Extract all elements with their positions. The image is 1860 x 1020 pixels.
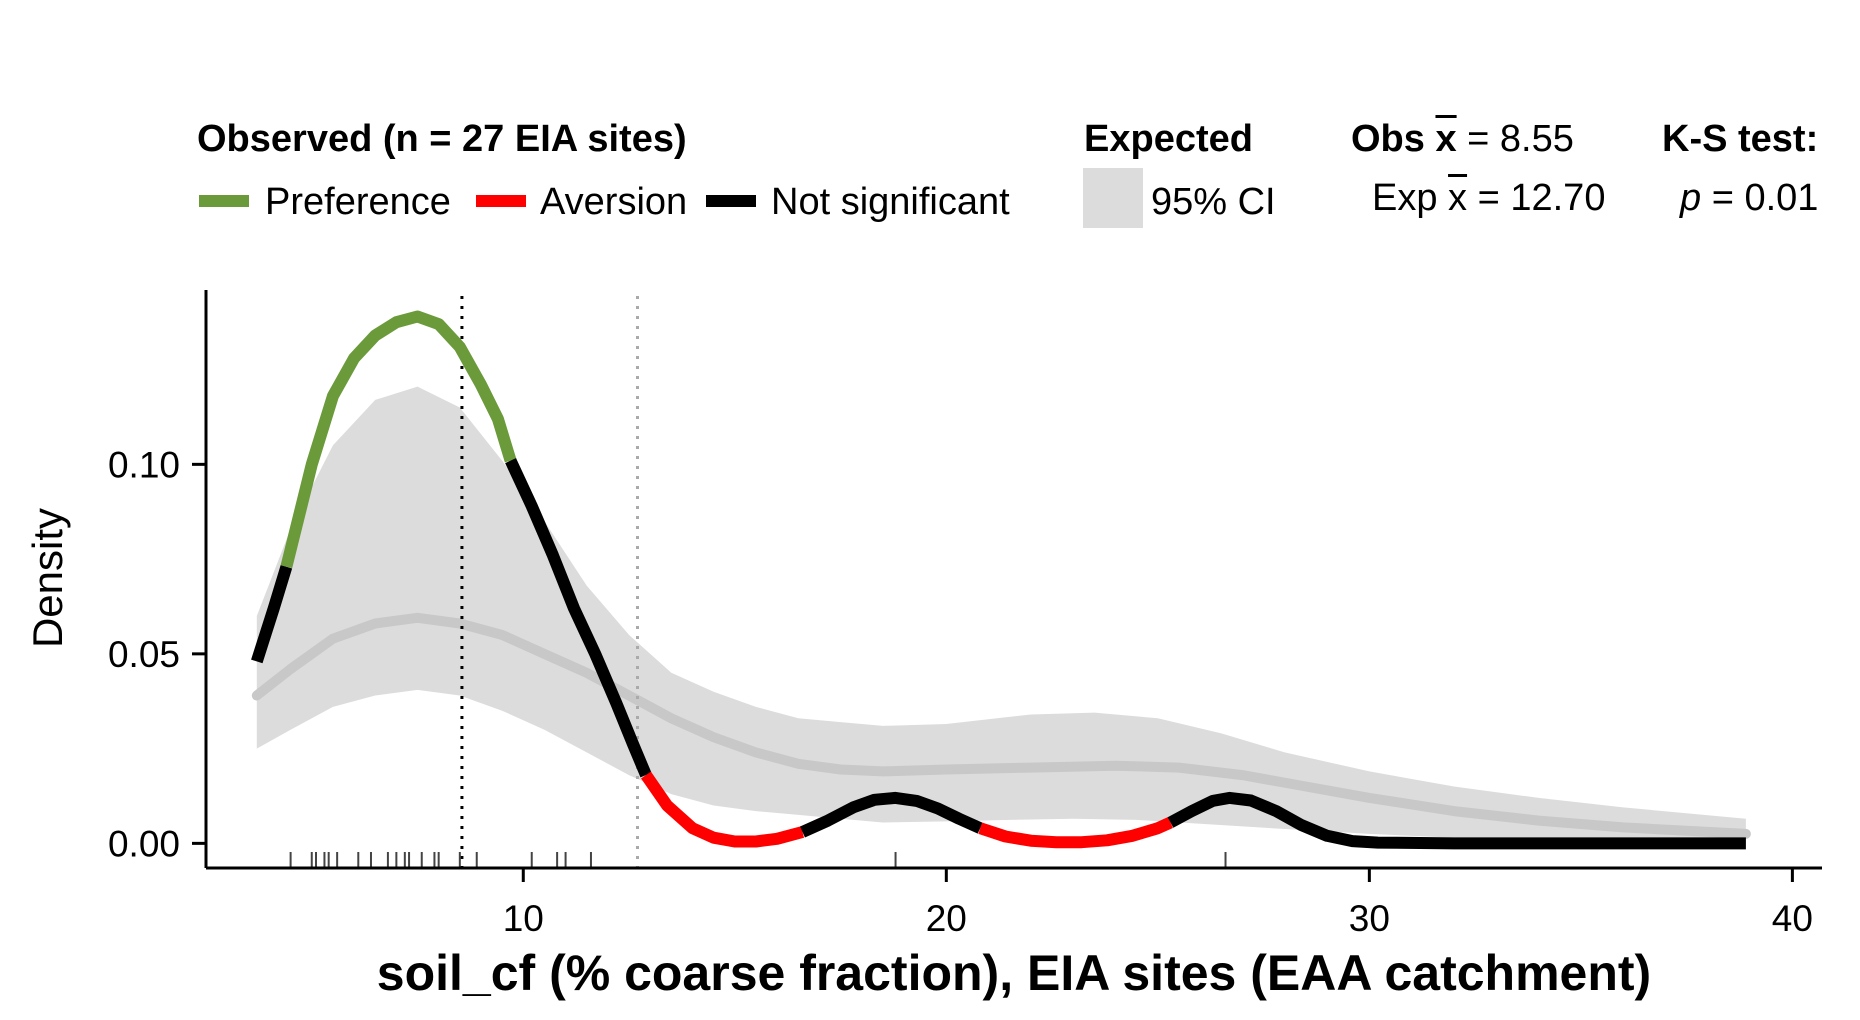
obs-mean-value: = 8.55	[1467, 118, 1574, 160]
legend-ci-label: 95% CI	[1151, 181, 1276, 223]
x-tick-label: 10	[503, 898, 544, 939]
obs-mean-stat: Obs x = 8.55	[1351, 120, 1574, 158]
legend-not-significant-swatch	[706, 195, 756, 207]
x-tick-label: 40	[1772, 898, 1813, 939]
legend-expected-title: Expected	[1084, 118, 1253, 160]
exp-mean-stat: Exp x = 12.70	[1372, 179, 1605, 217]
ci-band-layer	[256, 386, 1746, 843]
y-axis-title: Density	[24, 507, 71, 649]
y-tick-label: 0.05	[108, 634, 180, 675]
legend-preference-label: Preference	[265, 181, 451, 223]
observed-segment-not-significant	[800, 791, 983, 838]
ks-test-p: p = 0.01	[1680, 179, 1818, 217]
x-axis-title: soil_cf (% coarse fraction), EIA sites (…	[376, 945, 1652, 1001]
observed-line-layer	[251, 310, 1746, 850]
axes-layer	[204, 290, 1822, 870]
legend-ci-swatch	[1083, 168, 1143, 228]
exp-mean-label: Exp	[1372, 177, 1438, 219]
obs-mean-symbol: x	[1435, 118, 1457, 160]
exp-mean-symbol: x	[1448, 177, 1468, 219]
y-tick-label: 0.10	[108, 444, 180, 485]
exp-mean-value: = 12.70	[1477, 177, 1606, 219]
legend-aversion-label: Aversion	[540, 181, 688, 223]
legend-not-significant-label: Not significant	[771, 181, 1010, 223]
expected-line-layer	[251, 612, 1751, 839]
ci-band	[256, 386, 1746, 843]
legend-observed-title: Observed (n = 27 EIA sites)	[197, 118, 687, 160]
p-value: = 0.01	[1711, 177, 1819, 219]
observed-segment-not-significant	[505, 458, 652, 778]
legend-aversion-swatch	[476, 195, 526, 207]
x-tick-label: 30	[1349, 898, 1390, 939]
observed-segment-preference	[280, 310, 517, 569]
legend-preference-swatch	[199, 195, 249, 207]
y-tick-label: 0.00	[108, 823, 180, 864]
observed-segment-not-significant	[251, 564, 293, 664]
x-tick-label: 20	[926, 898, 967, 939]
observed-segment-not-significant	[1167, 791, 1746, 850]
observed-segment-aversion	[978, 817, 1173, 849]
p-symbol: p	[1680, 177, 1702, 219]
observed-segment-aversion	[641, 771, 805, 848]
obs-mean-label: Obs	[1351, 118, 1425, 160]
rug-layer	[289, 852, 1227, 868]
ks-test-title: K-S test:	[1662, 118, 1819, 160]
expected-mean-line	[251, 612, 1751, 839]
ticks-layer: 10 20 30 40 0.00 0.05 0.10	[108, 444, 1813, 939]
